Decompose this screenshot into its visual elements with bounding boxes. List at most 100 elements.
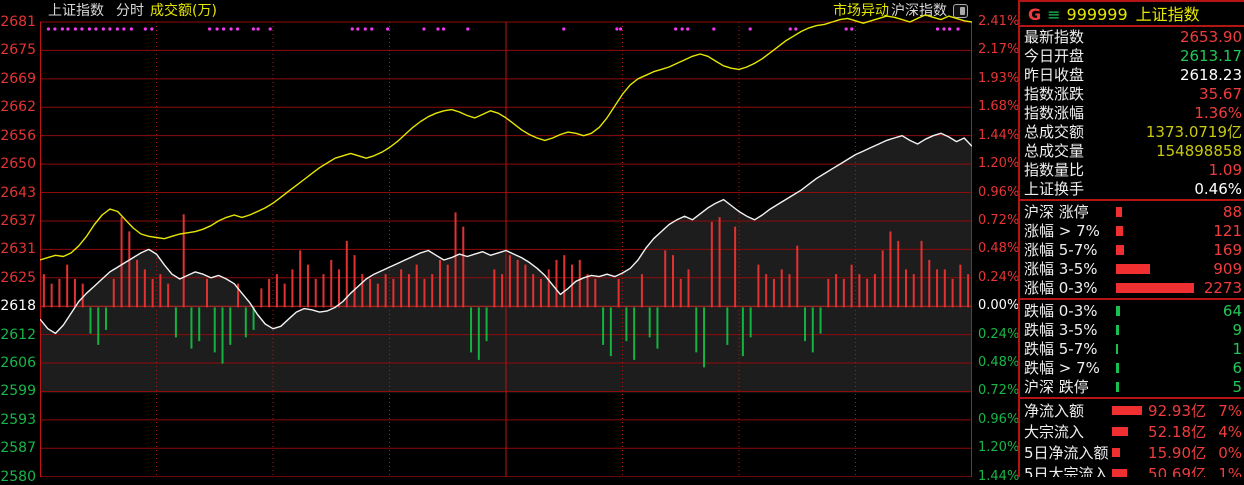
money-flow-row[interactable]: 5日净流入额 15.90亿 0% [1020, 442, 1244, 463]
axis-tick-label: 2643 [0, 184, 36, 201]
distribution-label: 跌幅 5-7% [1024, 340, 1098, 358]
volume-bar-up [555, 259, 558, 308]
quote-row: 今日开盘 2613.17 [1020, 46, 1244, 66]
axis-tick-label: 2662 [0, 99, 36, 116]
market-event-dot [436, 27, 440, 31]
quote-label: 今日开盘 [1024, 47, 1085, 65]
market-event-dot [948, 27, 952, 31]
money-flow-row[interactable]: 5日大宗流入 50.69亿 1% [1020, 463, 1244, 477]
distribution-label: 涨幅 > 7% [1024, 222, 1100, 240]
chart-canvas[interactable] [40, 0, 972, 477]
flow-bar [1112, 406, 1142, 415]
leading-index-line [40, 14, 972, 261]
distribution-row[interactable]: 跌幅 > 7% 6 [1020, 358, 1244, 378]
price-line [40, 132, 972, 335]
quote-row: 上证换手 0.46% [1020, 179, 1244, 199]
market-event-dot [251, 27, 256, 31]
distribution-count: 88 [1222, 202, 1242, 221]
distribution-count: 121 [1213, 221, 1242, 240]
volume-bar-up [524, 264, 527, 308]
axis-tick-label: 0.48% [978, 241, 1020, 257]
distribution-count: 2273 [1203, 278, 1242, 297]
hushen-index-link[interactable]: 沪深指数 [891, 3, 947, 19]
market-event-dot [73, 27, 78, 31]
market-event-dot [150, 27, 154, 31]
volume-bar-down [648, 307, 651, 338]
volume-bar-up [664, 250, 667, 308]
distribution-row[interactable]: 涨幅 3-5% 909 [1020, 259, 1244, 279]
market-event-dot [229, 27, 233, 31]
volume-bar-up [283, 283, 286, 308]
chart-title-bar: 上证指数 分时 成交额(万) 市场异动 沪深指数 [0, 1, 972, 21]
axis-tick-label: 1.20% [978, 440, 1020, 456]
money-flow-row[interactable]: 大宗流入 52.18亿 4% [1020, 421, 1244, 442]
distribution-row[interactable]: 涨幅 > 7% 121 [1020, 221, 1244, 241]
axis-tick-label: 2606 [0, 355, 36, 372]
distribution-row[interactable]: 涨幅 5-7% 169 [1020, 240, 1244, 260]
panel-divider [1020, 298, 1244, 300]
distribution-bar [1116, 263, 1150, 274]
axis-tick-label: 2.17% [978, 42, 1020, 58]
axis-tick-label: 0.96% [978, 184, 1020, 200]
volume-bar-up [306, 264, 309, 308]
distribution-row[interactable]: 涨幅 0-3% 2273 [1020, 278, 1244, 298]
volume-bar-up [112, 278, 115, 308]
quote-value: 1.36% [1194, 103, 1242, 122]
volume-bar-up [920, 240, 923, 308]
quote-row: 昨日收盘 2618.23 [1020, 65, 1244, 85]
market-event-dot [956, 27, 960, 31]
distribution-row[interactable]: 跌幅 0-3% 64 [1020, 301, 1244, 321]
market-event-dot [108, 27, 112, 31]
flow-percent: 4% [1218, 422, 1242, 441]
distribution-label: 沪深 跌停 [1024, 378, 1089, 396]
distribution-row[interactable]: 沪深 跌停 5 [1020, 377, 1244, 397]
market-alert-link[interactable]: 市场异动 [833, 3, 889, 19]
volume-bar-up [237, 283, 240, 308]
axis-tick-label: 2599 [0, 383, 36, 400]
volume-bar-down [695, 307, 698, 353]
volume-indicator-label[interactable]: 成交额(万) [150, 3, 217, 19]
quote-panel-header[interactable]: G ≡ 999999 上证指数 [1020, 2, 1244, 27]
market-event-dot [363, 27, 367, 31]
distribution-row[interactable]: 跌幅 5-7% 1 [1020, 339, 1244, 359]
distribution-row[interactable]: 跌幅 3-5% 9 [1020, 320, 1244, 340]
panel-toggle-icon[interactable] [953, 4, 968, 18]
volume-bar-up [772, 278, 775, 308]
flow-percent: 0% [1218, 443, 1242, 462]
volume-bar-down [190, 307, 193, 349]
quote-value: 35.67 [1199, 84, 1242, 103]
distribution-row[interactable]: 沪深 涨停 88 [1020, 202, 1244, 222]
quote-value: 154898858 [1156, 141, 1242, 160]
flow-label: 5日大宗流入 [1024, 465, 1109, 477]
volume-bar-up [462, 226, 465, 308]
volume-bar-up [936, 269, 939, 308]
volume-bar-down [811, 307, 814, 353]
money-flow-row[interactable]: 净流入额 92.93亿 7% [1020, 400, 1244, 421]
tab-intraday[interactable]: 分时 [116, 3, 144, 19]
axis-tick-label: 2625 [0, 269, 36, 286]
quote-row: 指数量比 1.09 [1020, 160, 1244, 180]
volume-bar-up [873, 274, 876, 308]
market-event-dot [615, 27, 619, 31]
quote-label: 指数涨幅 [1024, 104, 1085, 122]
quote-rows: 最新指数 2653.90 今日开盘 2613.17 昨日收盘 2618.23 指数涨跌 35.… [1020, 27, 1244, 199]
volume-bar-up [314, 278, 317, 308]
volume-bar-up [532, 274, 535, 308]
volume-bar-down [198, 307, 201, 342]
axis-tick-label: 2675 [0, 42, 36, 59]
g-flag: G [1028, 5, 1042, 24]
distribution-count: 5 [1232, 377, 1242, 396]
volume-bar-up [943, 269, 946, 308]
money-flow-rows: 净流入额 92.93亿 7% 大宗流入 52.18亿 4% 5日净流入额 15.90亿 0% 5日… [1020, 400, 1244, 477]
flow-amount: 52.18亿 [1148, 423, 1206, 441]
quote-value: 1.09 [1208, 160, 1242, 179]
volume-bar-up [687, 269, 690, 308]
menu-icon[interactable]: ≡ [1047, 5, 1061, 24]
volume-bar-up [780, 269, 783, 308]
volume-bar-down [741, 307, 744, 357]
panel-divider [1020, 199, 1244, 201]
volume-bar-up [508, 255, 511, 308]
quote-value: 2618.23 [1179, 65, 1242, 84]
volume-bar-down [97, 307, 100, 345]
volume-bar-down [656, 307, 659, 349]
